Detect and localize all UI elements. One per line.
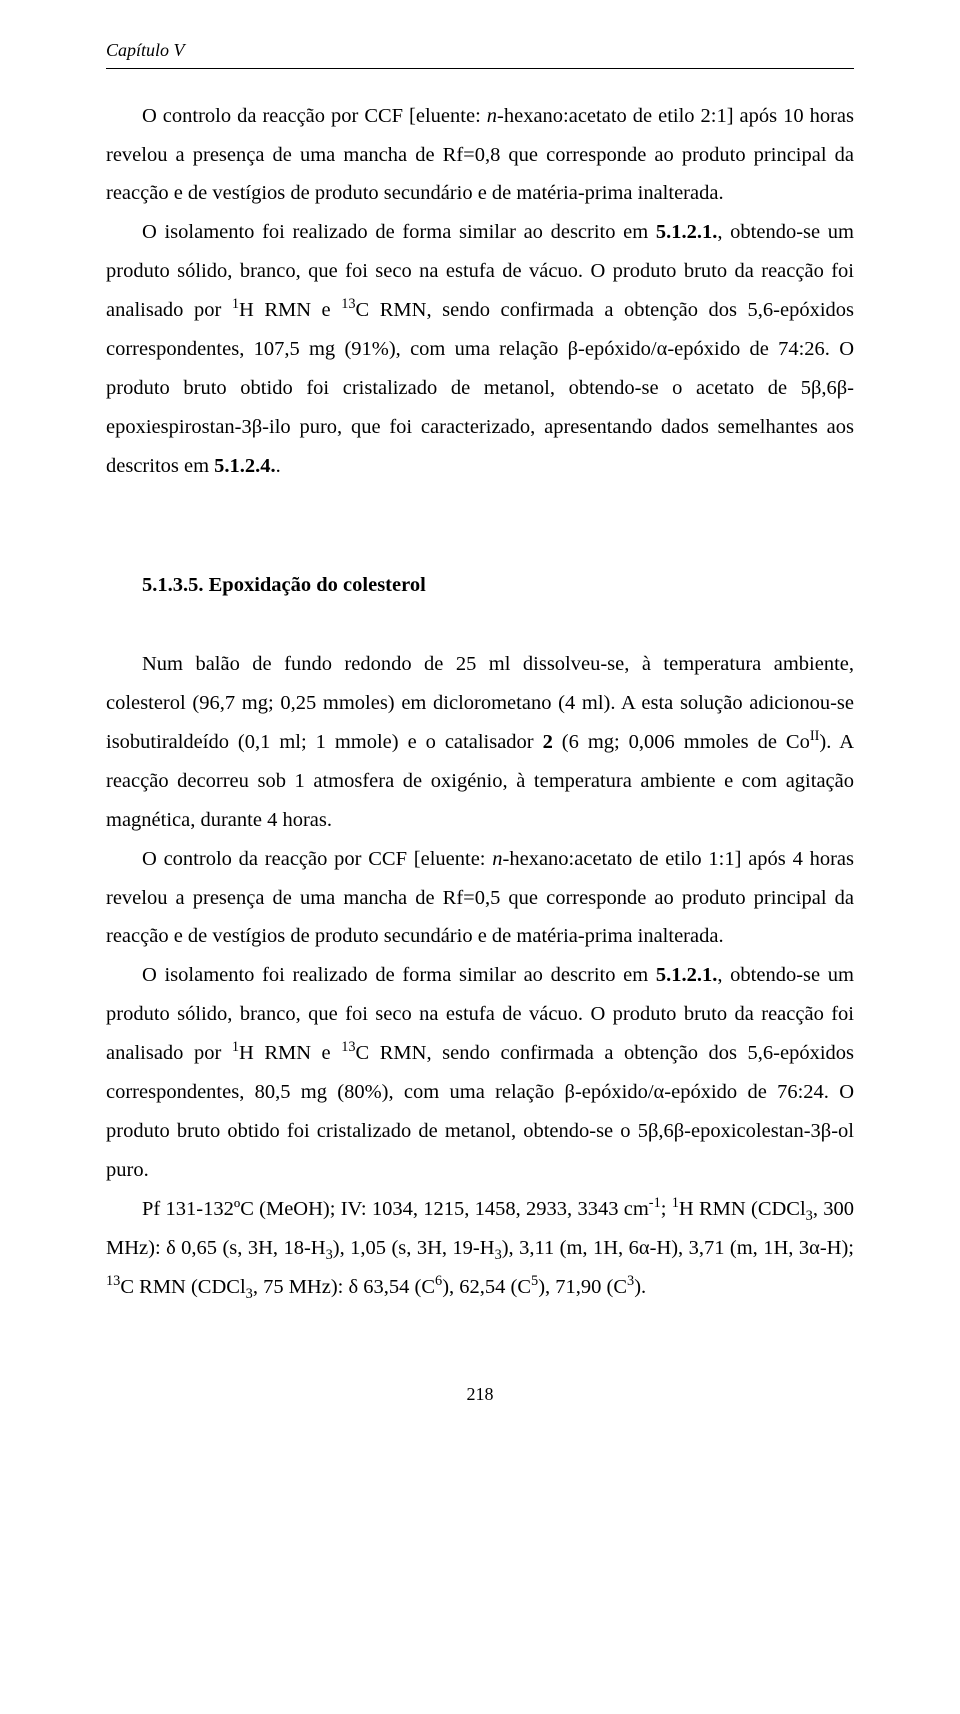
subscript: 3 <box>246 1286 253 1302</box>
text: O isolamento foi realizado de forma simi… <box>142 221 656 243</box>
paragraph-1: O controlo da reacção por CCF [eluente: … <box>106 97 854 214</box>
subscript: 3 <box>326 1247 333 1263</box>
text: H RMN e <box>239 299 341 321</box>
superscript: 1 <box>232 1039 239 1055</box>
bold-reference: 5.1.2.1. <box>656 964 718 986</box>
text: H RMN (CDCl <box>679 1198 806 1220</box>
subscript: 3 <box>495 1247 502 1263</box>
text: C RMN, sendo confirmada a obtenção dos 5… <box>106 299 854 477</box>
paragraph-2: O isolamento foi realizado de forma simi… <box>106 213 854 486</box>
text: O isolamento foi realizado de forma simi… <box>142 964 656 986</box>
section-heading: 5.1.3.5. Epoxidação do colesterol <box>106 566 854 605</box>
page-number: 218 <box>106 1377 854 1411</box>
text: ), 3,11 (m, 1H, 6α-H), 3,71 (m, 1H, 3α-H… <box>502 1237 854 1259</box>
italic-text: n <box>487 105 497 127</box>
subscript: 3 <box>806 1208 813 1224</box>
superscript: 13 <box>341 1039 355 1055</box>
text: O controlo da reacção por CCF [eluente: <box>142 105 487 127</box>
italic-text: n <box>492 848 502 870</box>
superscript: II <box>810 728 820 744</box>
text: ), 71,90 (C <box>538 1276 627 1298</box>
text: ; <box>661 1198 672 1220</box>
text: (6 mg; 0,006 mmoles de Co <box>553 731 810 753</box>
bold-reference: 5.1.2.1. <box>656 221 718 243</box>
paragraph-4: O controlo da reacção por CCF [eluente: … <box>106 840 854 957</box>
text: C RMN (CDCl <box>120 1276 245 1298</box>
superscript: -1 <box>649 1195 661 1211</box>
paragraph-3: Num balão de fundo redondo de 25 ml diss… <box>106 645 854 840</box>
paragraph-5: O isolamento foi realizado de forma simi… <box>106 956 854 1190</box>
bold-text: 2 <box>543 731 553 753</box>
header-rule <box>106 68 854 69</box>
text: Pf 131-132ºC (MeOH); IV: 1034, 1215, 145… <box>142 1198 649 1220</box>
text: , 75 MHz): δ 63,54 (C <box>253 1276 435 1298</box>
text: . <box>276 455 281 477</box>
superscript: 13 <box>106 1273 120 1289</box>
text: ). <box>634 1276 646 1298</box>
superscript: 1 <box>232 296 239 312</box>
bold-reference: 5.1.2.4. <box>214 455 276 477</box>
text: ), 1,05 (s, 3H, 19-H <box>333 1237 495 1259</box>
text: ), 62,54 (C <box>442 1276 531 1298</box>
superscript: 13 <box>341 296 355 312</box>
paragraph-6: Pf 131-132ºC (MeOH); IV: 1034, 1215, 145… <box>106 1190 854 1307</box>
chapter-header: Capítulo V <box>106 40 854 62</box>
text: H RMN e <box>239 1042 341 1064</box>
superscript: 1 <box>672 1195 679 1211</box>
text: O controlo da reacção por CCF [eluente: <box>142 848 492 870</box>
